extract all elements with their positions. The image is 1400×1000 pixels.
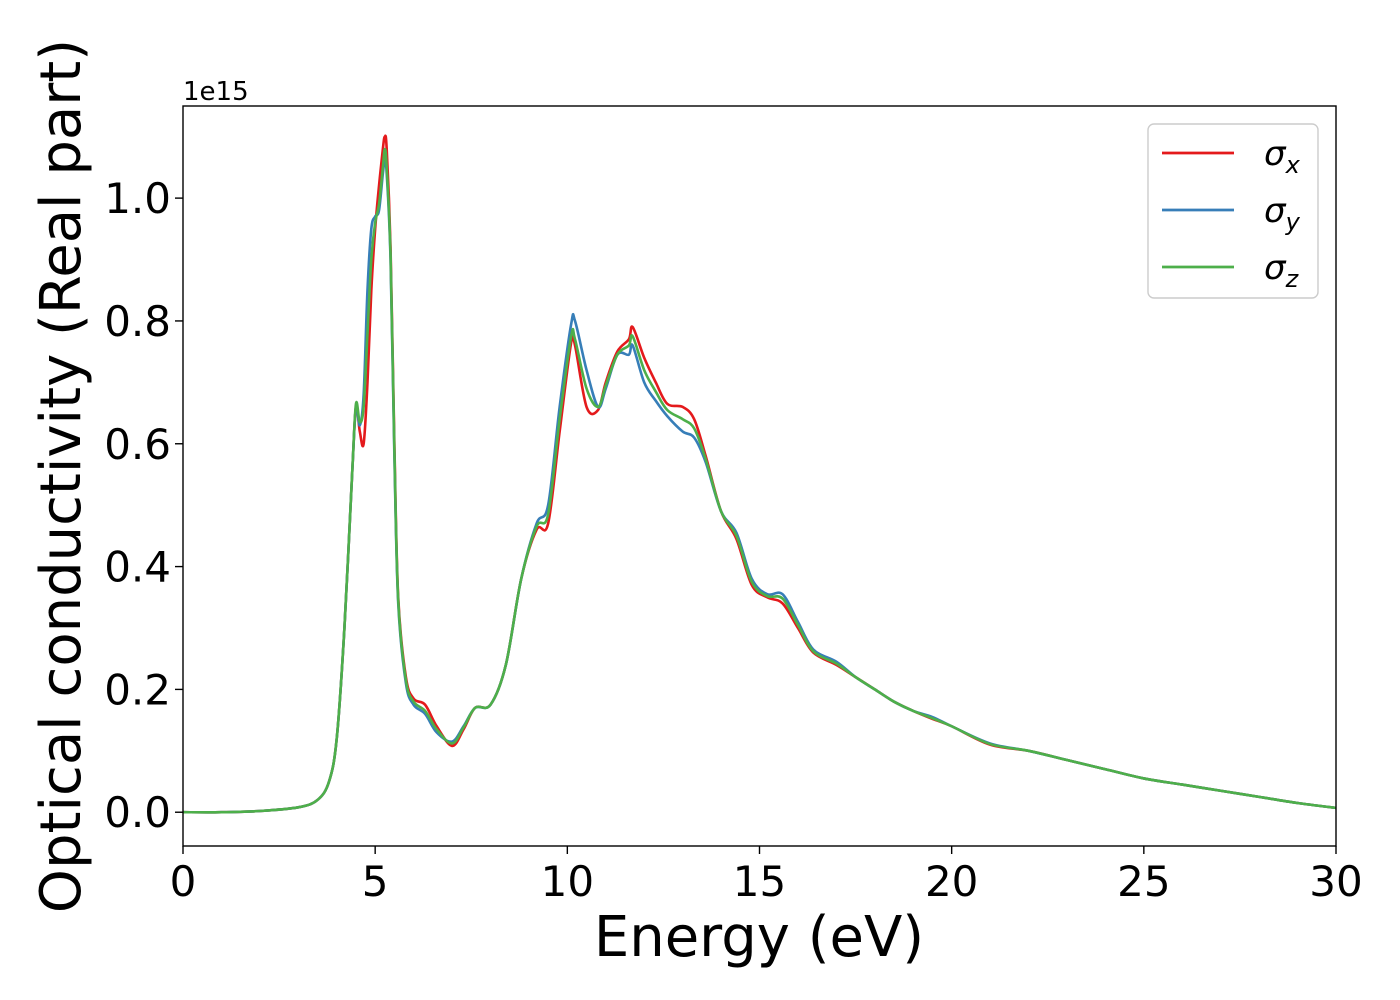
legend-label-base: σ <box>1264 134 1287 174</box>
y-tick-label: 0.0 <box>104 788 171 837</box>
legend-label-subscript: x <box>1285 151 1301 179</box>
x-axis: 0 5 10 15 20 25 30 <box>170 846 1363 906</box>
x-tick-label: 0 <box>170 857 197 906</box>
series-line-z <box>183 147 1336 814</box>
y-tick-label: 0.8 <box>104 297 171 346</box>
y-axis: 0.0 0.2 0.4 0.6 0.8 1.0 <box>104 174 183 837</box>
legend-label-x: σx <box>1264 134 1301 179</box>
x-tick-label: 15 <box>733 857 786 906</box>
y-axis-label: Optical conductivity (Real part) <box>29 39 94 913</box>
x-tick-label: 5 <box>362 857 389 906</box>
legend-label-base: σ <box>1264 248 1287 288</box>
y-tick-label: 1.0 <box>104 174 171 223</box>
legend-label-subscript: z <box>1285 265 1300 293</box>
y-offset-label: 1e15 <box>183 77 249 107</box>
x-tick-label: 20 <box>925 857 978 906</box>
legend-label-subscript: y <box>1285 208 1301 236</box>
series-layer <box>183 134 1336 814</box>
x-axis-label: Energy (eV) <box>594 905 924 970</box>
legend-label-z: σz <box>1264 248 1300 293</box>
x-tick-label: 25 <box>1117 857 1170 906</box>
legend-label-y: σy <box>1264 191 1301 236</box>
x-tick-label: 10 <box>541 857 594 906</box>
y-tick-label: 0.2 <box>104 665 171 714</box>
legend-label-base: σ <box>1264 191 1287 231</box>
y-tick-label: 0.6 <box>104 420 171 469</box>
y-tick-label: 0.4 <box>104 543 171 592</box>
x-tick-label: 30 <box>1309 857 1362 906</box>
